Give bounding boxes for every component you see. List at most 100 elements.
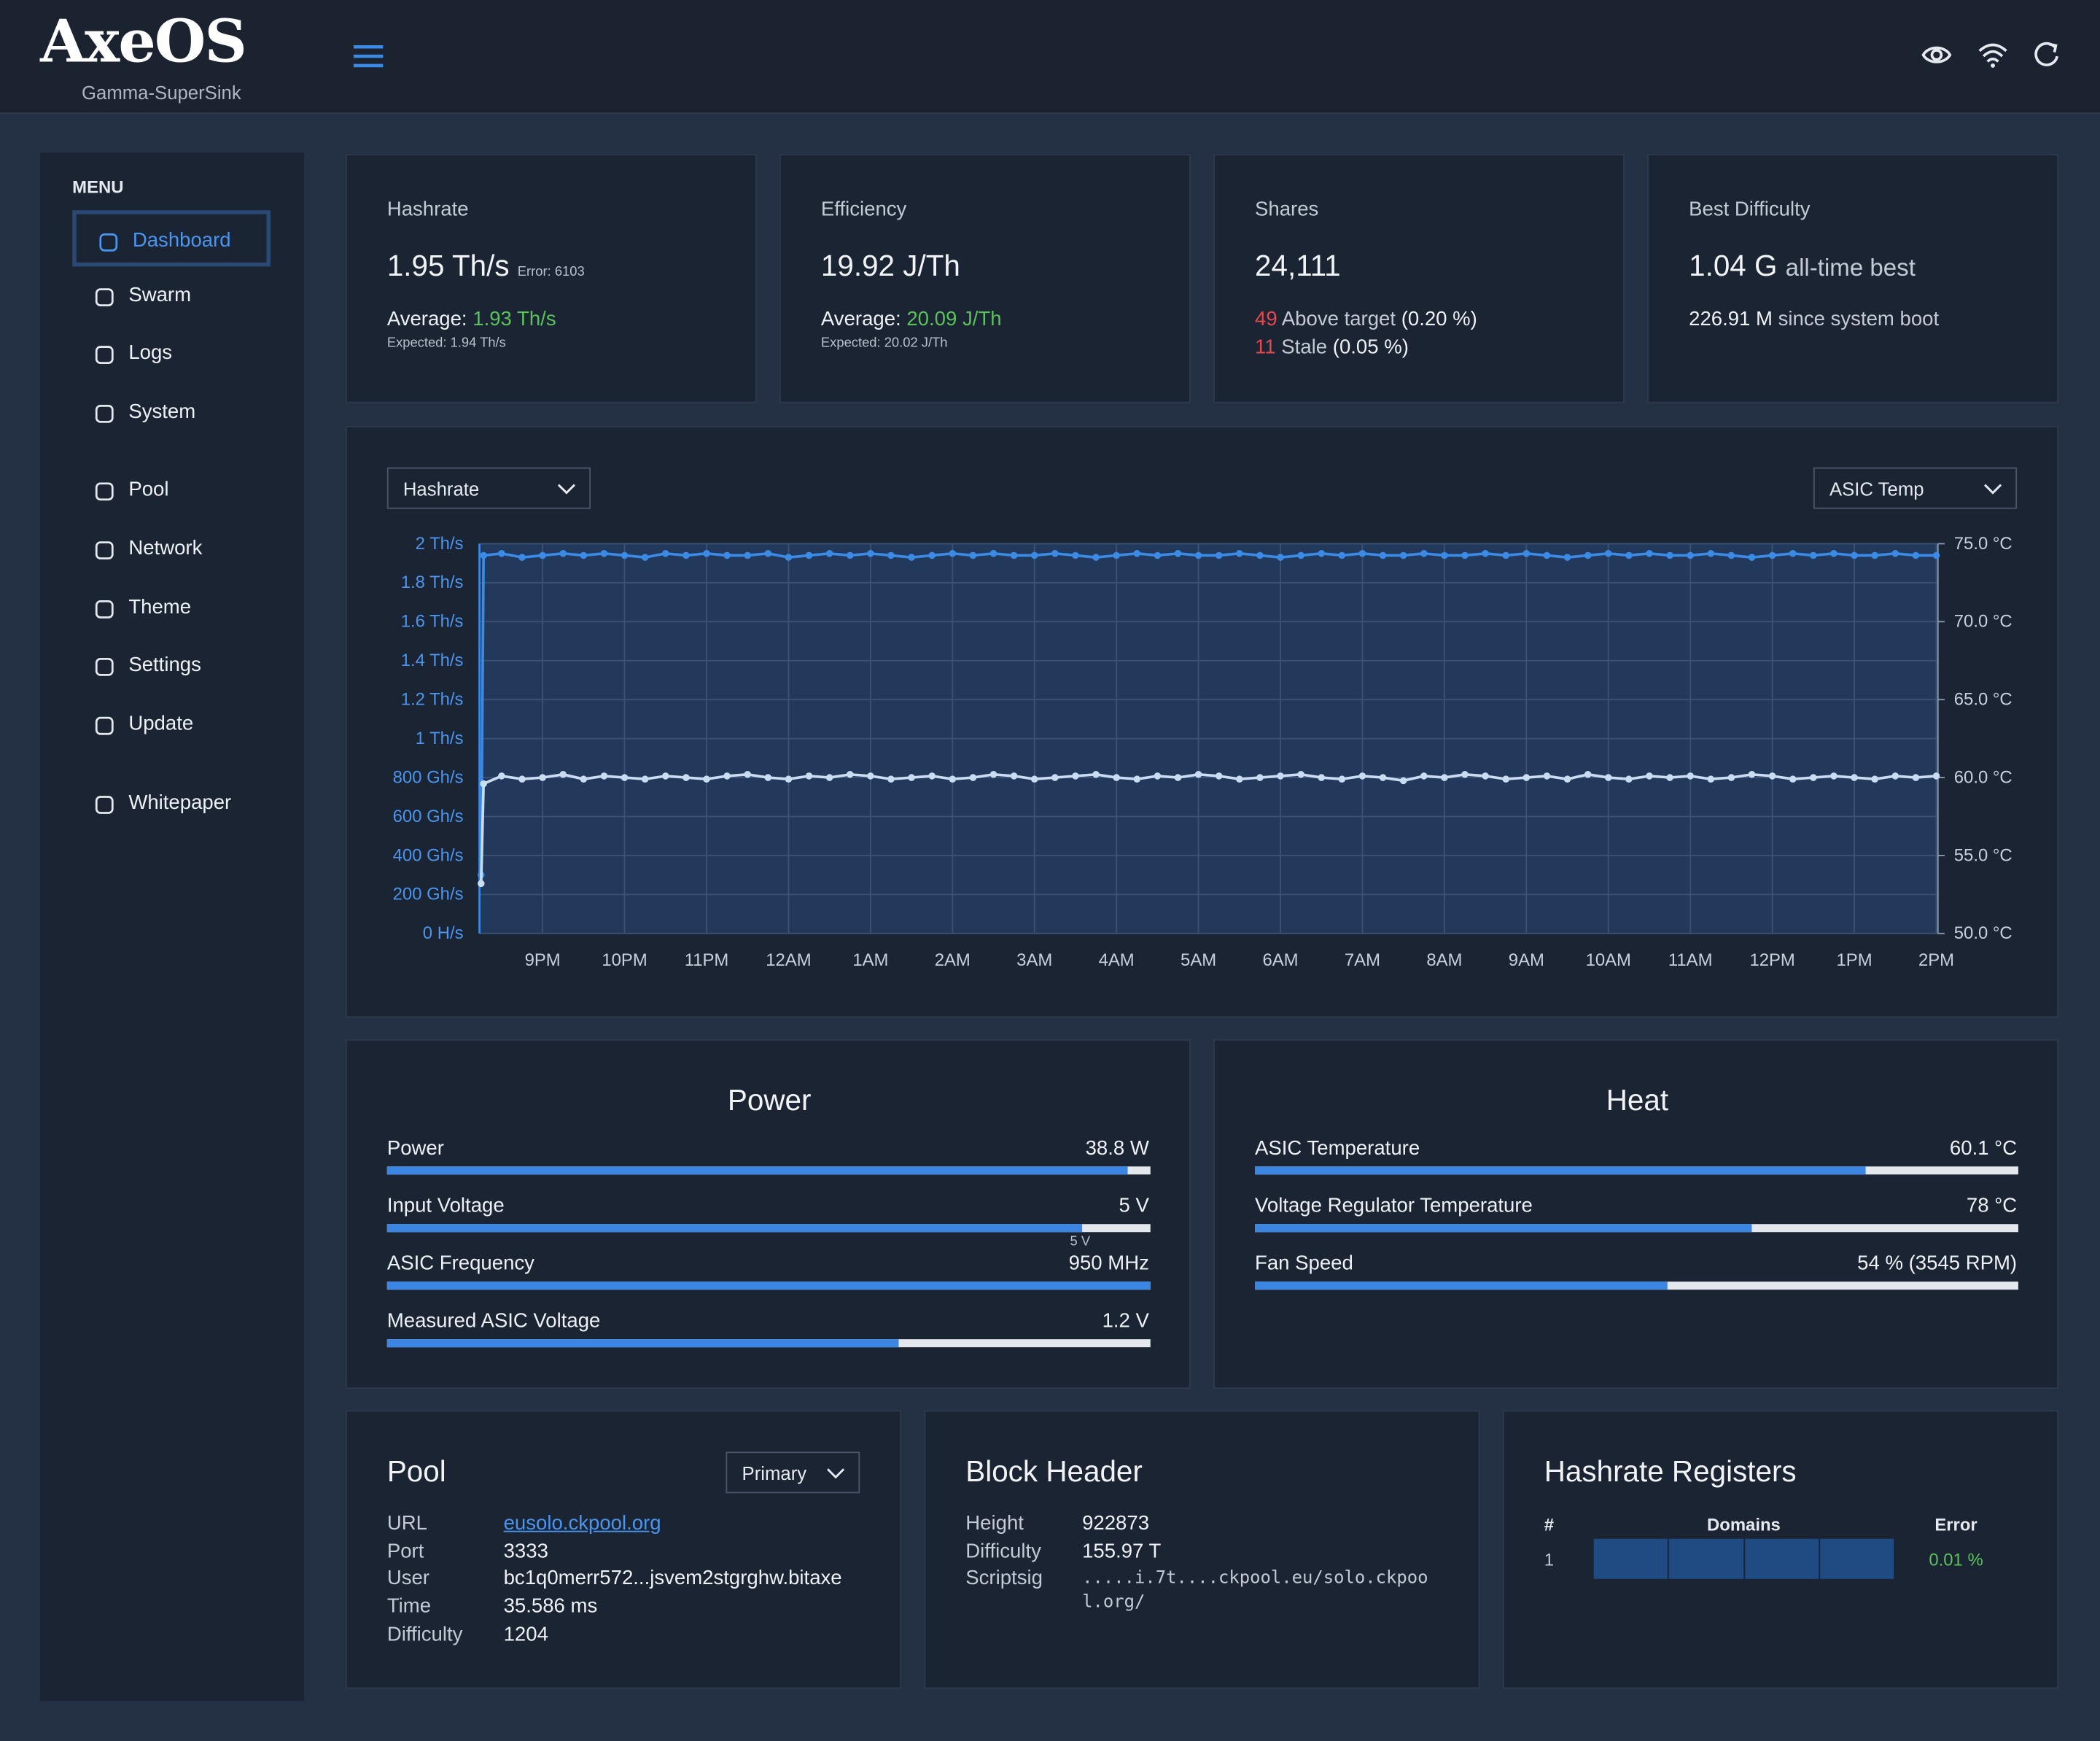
data-point: [1215, 772, 1223, 780]
data-point: [1482, 772, 1489, 780]
data-point: [867, 550, 874, 557]
data-point: [1297, 771, 1304, 778]
menu-item[interactable]: Settings: [72, 639, 271, 695]
data-point: [1338, 775, 1346, 783]
data-point: [1010, 772, 1018, 780]
field-value: .....i.7t....ckpool.eu/solo.ckpool.org/: [1082, 1568, 1428, 1613]
meter-track: [1255, 1281, 2018, 1290]
row-error: 0.01 %: [1929, 1549, 1983, 1570]
data-point: [1851, 774, 1858, 781]
menu-icon: [95, 716, 114, 735]
field-label: Port: [386, 1539, 424, 1563]
menu-icon: [95, 404, 114, 423]
logo: AxeOS: [40, 8, 247, 77]
data-point: [498, 550, 505, 557]
data-point: [559, 771, 567, 778]
right-series-select[interactable]: ASIC Temp: [1813, 467, 2018, 509]
data-point: [1113, 551, 1120, 559]
y2-tick-label: 70.0 °C: [1954, 612, 2012, 632]
power-card: Power 5 V Power 38.8 W Input Voltage 5 V ASI…: [345, 1039, 1191, 1389]
refresh-button[interactable]: [2031, 40, 2061, 69]
data-point: [641, 554, 649, 561]
data-point: [1277, 772, 1284, 780]
meter-value: 1.2 V: [1102, 1309, 1149, 1333]
data-point: [1666, 774, 1673, 781]
menu-item[interactable]: System: [72, 386, 271, 442]
average-group: Average: 1.93 Th/s: [387, 308, 556, 330]
card-heading: Power: [727, 1083, 812, 1117]
card-value: 1.04 G: [1689, 249, 1778, 283]
menu-item[interactable]: Theme: [72, 581, 271, 637]
menu-item[interactable]: Logs: [72, 327, 271, 383]
data-point: [846, 771, 854, 778]
menu-label: System: [128, 400, 196, 424]
menu-label: Swarm: [128, 284, 192, 307]
menu-item[interactable]: Dashboard: [72, 210, 271, 267]
data-point: [1379, 774, 1387, 781]
data-point: [1215, 551, 1223, 559]
data-point: [1625, 551, 1633, 559]
data-point: [1891, 772, 1899, 780]
menu-icon: [95, 658, 114, 676]
data-point: [1604, 774, 1612, 781]
data-point: [1687, 772, 1694, 780]
data-point: [1687, 551, 1694, 559]
data-point: [1727, 551, 1735, 559]
data-point: [1748, 771, 1756, 778]
pool-select[interactable]: Primary: [726, 1451, 860, 1494]
chevron: [827, 1468, 845, 1479]
meter-fill: [1255, 1281, 1668, 1290]
visibility-toggle[interactable]: [1921, 40, 1953, 69]
menu-item[interactable]: Network: [72, 522, 271, 578]
data-point: [949, 775, 957, 783]
field-value: 1204: [503, 1623, 548, 1646]
data-point: [518, 554, 526, 561]
data-point: [1194, 551, 1202, 559]
field-value: 3333: [503, 1539, 548, 1563]
data-point: [1010, 551, 1018, 559]
menu-item[interactable]: Swarm: [72, 269, 271, 325]
sidebar: MENU Dashboard Swarm Logs System Pool Network…: [40, 152, 304, 1701]
field-value: 35.586 ms: [503, 1595, 598, 1618]
domain-cell: [1667, 1538, 1669, 1579]
x-tick-label: 9AM: [1509, 950, 1544, 970]
data-point: [1256, 774, 1264, 781]
y2-tick-label: 60.0 °C: [1954, 767, 2012, 787]
menu-item[interactable]: Pool: [72, 463, 271, 519]
data-point: [1851, 551, 1858, 559]
data-point: [621, 551, 629, 559]
data-point: [1358, 772, 1366, 780]
field-value: bc1q0merr572...jsvem2stgrghw.bitaxe: [503, 1567, 842, 1591]
select-text: Primary: [742, 1462, 807, 1484]
since-boot: 226.91 M since system boot: [1689, 308, 1939, 330]
meter-label: Voltage Regulator Temperature: [1255, 1194, 1533, 1218]
card-value-group: 1.04 G all-time best: [1689, 249, 1916, 284]
field-label: Difficulty: [965, 1539, 1041, 1563]
menu-icon: [95, 346, 114, 364]
data-point: [1543, 772, 1551, 780]
menu-icon: [95, 541, 114, 560]
menu-label: Dashboard: [132, 228, 231, 252]
data-point: [518, 775, 526, 783]
y2-tick-label: 75.0 °C: [1954, 534, 2012, 554]
data-point: [1420, 550, 1428, 557]
card-note: Error: 6103: [517, 265, 585, 280]
meter-value: 60.1 °C: [1949, 1136, 2018, 1160]
wifi-icon[interactable]: [1977, 40, 2009, 69]
card-title: Shares: [1255, 198, 1319, 221]
data-point: [1236, 775, 1243, 783]
data-point: [1461, 771, 1469, 778]
data-point: [661, 772, 669, 780]
data-point: [1707, 550, 1715, 557]
menu-toggle[interactable]: [352, 43, 384, 70]
data-point: [785, 554, 793, 561]
data-point: [478, 880, 485, 888]
menu-item[interactable]: Whitepaper: [72, 777, 271, 833]
field-value[interactable]: eusolo.ckpool.org: [503, 1512, 661, 1535]
share-text: Stale: [1281, 336, 1328, 360]
left-series-select[interactable]: Hashrate: [386, 467, 591, 509]
menu-item[interactable]: Update: [72, 698, 271, 754]
domain-cell: [1743, 1538, 1746, 1579]
data-point: [1092, 771, 1100, 778]
